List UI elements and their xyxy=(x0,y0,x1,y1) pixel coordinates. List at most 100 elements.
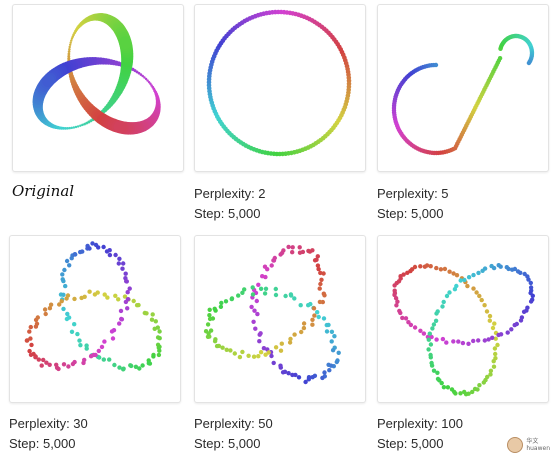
knot-point xyxy=(128,363,133,368)
knot-point xyxy=(498,264,503,269)
knot-point xyxy=(101,357,107,362)
watermark-text: 华文 huawen xyxy=(526,438,550,452)
knot-point xyxy=(297,245,302,250)
knot-point xyxy=(224,347,229,352)
knot-point xyxy=(157,348,162,353)
panel-perplexity-5 xyxy=(377,4,549,172)
trefoil-point xyxy=(67,50,71,53)
panel-perplexity-2 xyxy=(194,4,366,172)
knot-point xyxy=(477,293,482,299)
trefoil-point xyxy=(42,74,55,87)
perplexity-30-step: Step: 5,000 xyxy=(9,436,76,451)
knot-point xyxy=(119,316,124,322)
caption-original-title: Original xyxy=(12,182,75,200)
trefoil-point xyxy=(81,123,84,127)
trefoil-point xyxy=(68,126,71,130)
trefoil-point xyxy=(68,45,71,49)
knot-point xyxy=(65,293,71,298)
knot-point xyxy=(412,264,418,270)
knot-point xyxy=(528,299,534,304)
knot-point xyxy=(25,338,30,343)
knot-point xyxy=(269,263,274,268)
knot-point xyxy=(321,271,326,276)
knot-point xyxy=(430,326,435,331)
knot-point xyxy=(426,337,431,342)
knot-point xyxy=(271,360,276,366)
knot-point xyxy=(156,352,162,358)
panel-perplexity-50 xyxy=(194,235,366,403)
knot-point xyxy=(117,256,122,261)
panel-original xyxy=(12,4,184,172)
knot-point xyxy=(42,307,48,312)
knot-point xyxy=(136,302,141,308)
knot-point xyxy=(454,283,459,289)
knot-point xyxy=(315,263,321,268)
knot-point xyxy=(427,331,432,336)
trefoil-point xyxy=(70,39,73,42)
knot-point xyxy=(59,299,64,304)
knot-point xyxy=(113,252,118,258)
knot-point xyxy=(256,282,261,287)
knot-point xyxy=(495,342,500,348)
knot-point xyxy=(435,370,440,375)
knot-point xyxy=(273,345,279,350)
knot-point xyxy=(334,359,339,365)
knot-point xyxy=(486,337,491,342)
knot-point xyxy=(444,340,449,345)
knot-point xyxy=(435,376,441,382)
perplexity-5-plot xyxy=(391,33,535,156)
knot-point xyxy=(505,330,510,335)
knot-point xyxy=(429,334,434,340)
knot-point xyxy=(279,341,284,346)
knot-point xyxy=(392,288,397,293)
trefoil-point xyxy=(143,76,146,79)
knot-point xyxy=(322,293,327,298)
knot-point xyxy=(61,362,67,367)
knot-point xyxy=(317,299,323,305)
caption-perplexity-30: Perplexity: 30 Step: 5,000 xyxy=(9,414,88,454)
knot-point xyxy=(256,354,261,359)
knot-point xyxy=(491,364,497,369)
knot-point xyxy=(96,245,101,250)
knot-point xyxy=(488,368,494,373)
knot-point xyxy=(400,315,405,321)
trefoil-point xyxy=(83,122,86,126)
knot-point xyxy=(280,370,286,375)
knot-point xyxy=(431,322,437,327)
knot-point xyxy=(61,292,66,297)
knot-point xyxy=(57,302,62,307)
knot-point xyxy=(102,339,107,344)
knot-point xyxy=(462,389,467,395)
knot-point xyxy=(449,387,455,392)
knot-point xyxy=(428,264,433,269)
knot-point xyxy=(307,249,313,254)
knot-point xyxy=(84,343,89,348)
trefoil-point xyxy=(79,124,82,127)
knot-point xyxy=(121,261,126,266)
knot-point xyxy=(298,303,303,308)
knot-point xyxy=(70,361,76,367)
knot-point xyxy=(263,274,268,280)
knot-point xyxy=(292,332,297,337)
knot-point xyxy=(316,314,321,320)
knot-point xyxy=(240,349,245,355)
knot-point xyxy=(112,362,117,368)
knot-point xyxy=(471,272,476,278)
knot-point xyxy=(242,287,247,292)
perplexity-100-plot xyxy=(392,263,535,397)
knot-point xyxy=(87,289,92,294)
knot-point xyxy=(296,375,302,380)
knot-point xyxy=(28,324,33,330)
knot-point xyxy=(308,301,313,307)
trefoil-point xyxy=(118,36,132,50)
knot-point xyxy=(253,326,258,331)
knot-point xyxy=(205,334,211,339)
knot-point xyxy=(249,304,254,310)
knot-point xyxy=(64,258,70,264)
knot-point xyxy=(509,327,514,332)
knot-point xyxy=(301,321,307,326)
watermark-label: 华文 xyxy=(526,438,539,445)
knot-point xyxy=(444,293,450,299)
knot-point xyxy=(312,258,318,263)
knot-point xyxy=(474,290,479,295)
